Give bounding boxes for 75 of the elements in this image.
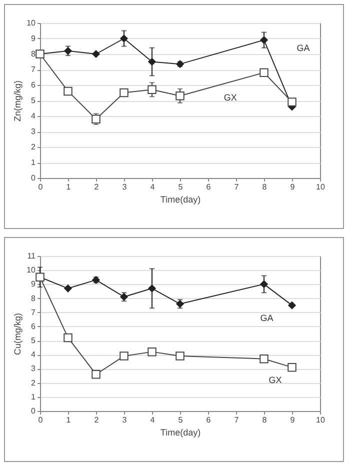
point [148,85,156,94]
x-tick-label: 1 [66,416,72,424]
y-tick-label: 9 [31,280,36,289]
y-tick-label: 0 [31,174,36,182]
y-tick-label: 4 [31,112,36,120]
x-tick-label: 4 [150,182,156,192]
x-tick-label: 10 [316,416,326,424]
point [260,68,268,77]
point [148,58,156,66]
x-tick-label: 0 [38,182,44,192]
y-tick-label: 11 [27,252,36,260]
point [288,98,296,106]
point [288,362,296,372]
x-tick-label: 2 [94,416,100,424]
y-axis-title: Cu(mg/kg) [12,312,23,356]
x-tick-label: 3 [122,416,128,424]
point [120,352,128,360]
y-tick-label: 9 [31,34,36,43]
point [64,86,72,96]
y-tick-label: 8 [31,50,36,58]
x-tick-label: 6 [206,182,212,192]
x-tick-label: 9 [290,416,296,424]
y-tick-label: 3 [31,127,36,136]
y-tick-label: 10 [26,18,36,28]
point [92,50,100,58]
point [148,284,156,292]
point [260,36,268,44]
point [260,280,268,288]
point [92,370,100,379]
y-tick-label: 10 [26,266,36,275]
x-axis-title: Time(day) [160,428,201,438]
y-tick-label: 5 [31,96,36,105]
point [64,333,72,342]
x-tick-label: 5 [178,182,184,192]
point [92,114,100,124]
text: GA [296,42,310,53]
y-tick-label: 1 [31,158,36,167]
x-axis-title: Time(day) [160,194,201,204]
point [260,354,268,364]
point [288,301,296,310]
y-tick-label: 7 [31,308,36,317]
x-tick-label: 8 [262,416,268,424]
point [64,284,72,292]
x-tick-label: 9 [290,182,296,192]
point [120,88,128,98]
x-tick-label: 4 [150,416,156,424]
y-tick-label: 6 [31,80,36,90]
point [176,352,184,360]
x-tick-label: 7 [234,416,240,424]
y-tick-label: 2 [31,142,36,152]
point [176,91,184,100]
y-tick-label: 3 [31,364,36,374]
x-tick-label: 2 [94,182,100,192]
series-label: GX [224,92,237,102]
y-tick-label: 7 [31,65,36,74]
series-label: GX [268,375,282,385]
series-label: GA [260,313,274,323]
x-tick-label: 5 [178,416,184,424]
x-tick-label: 10 [316,182,326,192]
x-tick-label: 6 [206,416,212,424]
x-tick-label: 8 [262,182,268,192]
y-tick-label: 1 [31,392,36,402]
y-tick-label: 8 [31,294,36,303]
y-tick-label: 2 [31,378,36,388]
y-tick-label: 6 [31,322,36,331]
point [148,347,156,356]
y-tick-label: 5 [31,336,36,346]
y-axis-title: Zn(mg/kg) [12,80,23,122]
x-tick-label: 7 [234,182,240,192]
point [120,34,128,42]
y-tick-label: 4 [31,350,36,360]
x-tick-label: 0 [38,416,44,424]
x-tick-label: 1 [66,182,72,192]
x-tick-label: 3 [122,182,128,192]
y-tick-label: 0 [31,406,36,416]
